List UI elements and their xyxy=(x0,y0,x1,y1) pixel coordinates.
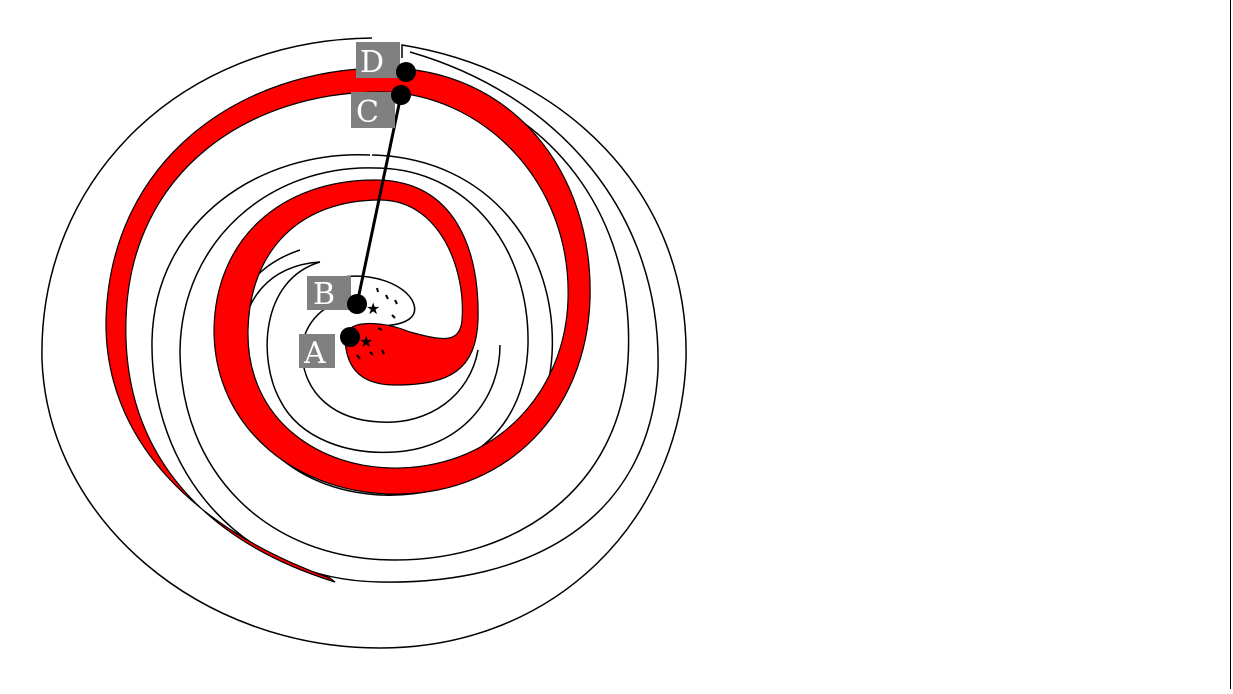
spiral-lane-outer-2 xyxy=(179,74,630,561)
star-icon-upper: ★ xyxy=(366,299,380,318)
label-box-c xyxy=(351,92,395,128)
label-box-a xyxy=(299,334,335,368)
point-a-group: A xyxy=(299,327,360,371)
spiral-lane-inner-2 xyxy=(301,299,479,423)
point-c-group: C xyxy=(351,85,411,130)
point-b-dot xyxy=(347,294,367,314)
connector-line-b-c xyxy=(355,94,403,305)
point-d-dot xyxy=(396,62,416,82)
spiral-lane-core xyxy=(329,275,416,327)
label-a: A xyxy=(303,336,326,371)
label-d: D xyxy=(360,45,384,80)
label-box-d xyxy=(356,42,400,78)
outer-boundary-curve xyxy=(41,37,687,649)
point-a-dot xyxy=(340,327,360,347)
center-debris-marks xyxy=(356,287,398,360)
right-edge-divider xyxy=(1230,0,1231,689)
label-b: B xyxy=(313,277,335,312)
point-d-group: D xyxy=(356,42,416,82)
spiral-lane-inner-1 xyxy=(266,261,501,454)
star-icon-lower: ★ xyxy=(359,332,373,351)
spiral-lane-outer-1 xyxy=(151,51,659,583)
label-box-b xyxy=(307,276,351,310)
point-b-group: B xyxy=(307,276,367,314)
label-c: C xyxy=(356,95,379,130)
point-c-dot xyxy=(391,85,411,105)
red-spiral-band xyxy=(105,67,591,583)
